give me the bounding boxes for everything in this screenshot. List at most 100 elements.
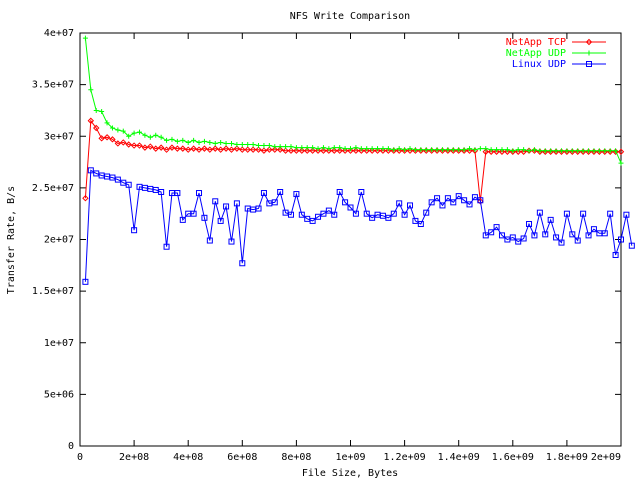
data-point-netapp-udp [88,87,94,93]
data-point-linux-udp [179,216,186,223]
data-point-netapp-tcp [168,144,176,151]
data-point-linux-udp [82,278,89,285]
data-point-netapp-udp [131,130,137,136]
data-point-netapp-udp [304,145,310,151]
data-point-netapp-tcp [184,146,192,153]
data-point-netapp-udp [553,148,559,154]
data-point-linux-udp [228,238,235,245]
data-point-netapp-udp [147,134,153,140]
data-point-netapp-tcp [406,147,414,154]
data-point-netapp-tcp [352,147,360,154]
data-point-netapp-tcp [320,147,327,154]
data-point-linux-udp [607,210,614,217]
y-tick-label: 4e+07 [44,28,74,39]
data-point-netapp-tcp [314,147,322,154]
data-point-netapp-udp [196,139,202,145]
data-point-netapp-udp [580,148,586,154]
data-point-linux-udp [628,242,635,249]
legend-label-netapp-udp: NetApp UDP [506,48,566,59]
data-point-netapp-tcp [114,140,122,147]
x-tick-label: 1.2e+09 [384,452,426,463]
y-tick-label: 5e+06 [44,389,74,400]
data-point-netapp-udp [228,140,234,146]
axes: 0 5e+06 1e+07 1.5e+07 2e+07 2.5e+07 3e+07 3.5e+… [32,28,622,463]
data-point-linux-udp [158,189,165,196]
data-point-netapp-udp [137,129,143,135]
data-point-netapp-tcp [174,145,181,152]
data-point-netapp-udp [99,108,105,114]
data-point-linux-udp [498,232,505,239]
data-point-netapp-tcp [617,148,625,155]
data-point-linux-udp [536,209,543,216]
data-point-netapp-udp [412,147,418,153]
data-point-linux-udp [493,224,500,231]
data-point-netapp-udp [261,143,267,149]
series-layer [82,35,635,285]
data-point-netapp-udp [591,148,597,154]
data-point-linux-udp [407,202,414,209]
data-point-netapp-tcp [212,145,219,152]
data-point-netapp-tcp [93,124,100,132]
data-point-netapp-udp [477,146,483,152]
data-point-netapp-udp [331,145,337,151]
data-point-linux-udp [163,243,170,250]
data-point-netapp-udp [348,146,353,152]
data-point-linux-udp [423,209,430,216]
data-point-linux-udp [450,199,457,206]
data-point-netapp-udp [288,144,294,150]
data-point-linux-udp [563,210,570,217]
data-point-linux-udp [585,232,592,239]
data-point-netapp-tcp [239,146,246,153]
data-point-netapp-tcp [228,146,235,153]
y-tick-label: 0 [68,441,74,452]
data-point-netapp-udp [293,145,299,151]
data-point-linux-udp [471,194,478,201]
data-point-netapp-tcp [147,143,154,150]
data-point-netapp-tcp [347,147,354,154]
data-point-netapp-tcp [293,147,300,154]
data-point-linux-udp [358,189,365,196]
data-point-netapp-udp [115,127,121,133]
data-point-netapp-udp [575,148,581,154]
data-point-netapp-udp [169,136,175,142]
chart-title: NFS Write Comparison [290,11,410,22]
data-point-netapp-udp [358,146,364,152]
data-point-linux-udp [417,221,424,228]
data-point-linux-udp [434,195,441,202]
data-point-netapp-udp [596,148,602,154]
data-point-netapp-udp [337,145,343,151]
data-point-netapp-tcp [385,147,392,154]
data-point-linux-udp [125,181,132,188]
data-point-linux-udp [320,210,327,217]
data-point-netapp-udp [158,134,164,140]
data-point-linux-udp [201,214,208,221]
data-point-netapp-udp [423,147,429,153]
x-tick-label: 1.8e+09 [546,452,588,463]
data-point-linux-udp [390,210,397,217]
data-point-netapp-udp [256,143,262,149]
data-point-netapp-udp [239,142,245,148]
data-point-netapp-tcp [336,147,343,154]
data-point-linux-udp [558,239,565,246]
data-point-linux-udp [309,217,316,224]
legend-marker-netapp-udp [586,50,592,56]
data-point-linux-udp [325,207,332,214]
data-point-linux-udp [277,189,284,196]
y-tick-label: 2.5e+07 [32,183,74,194]
data-point-linux-udp [342,199,349,206]
data-point-netapp-udp [385,146,391,152]
y-tick-label: 3.5e+07 [32,80,74,91]
data-point-netapp-tcp [520,148,527,155]
data-point-netapp-udp [109,125,115,131]
data-point-netapp-tcp [358,147,365,154]
data-point-netapp-tcp [120,139,127,146]
data-point-netapp-udp [391,147,397,153]
data-point-linux-udp [515,238,522,245]
data-point-netapp-udp [180,137,186,143]
data-point-netapp-tcp [157,144,165,151]
data-point-netapp-udp [548,148,554,154]
data-point-netapp-udp [120,128,126,134]
data-point-linux-udp [428,199,435,206]
data-point-netapp-udp [207,139,213,145]
